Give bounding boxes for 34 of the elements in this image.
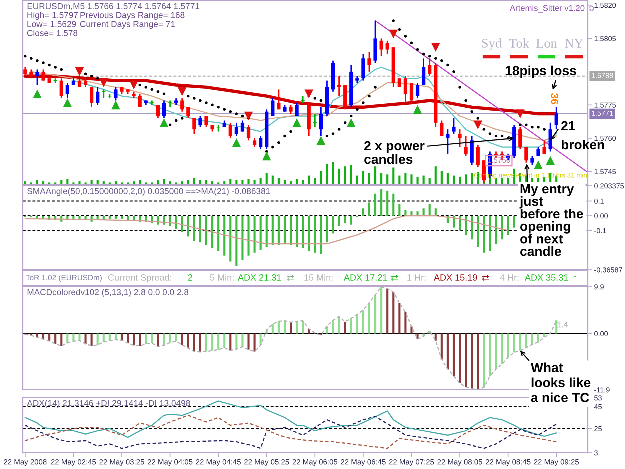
text: ⇄	[287, 274, 294, 282]
chart-title: SMAAngle(50,0.15000000,2,0) 0.035000 ==>MA(21) -0.086381	[28, 188, 270, 196]
category-label: NY	[565, 39, 584, 48]
text: 1 Hr:	[408, 274, 426, 281]
text: ⇄	[391, 274, 398, 282]
category-label: Syd	[482, 38, 502, 51]
annotation: Low= 1.5629	[28, 21, 76, 28]
text: 15 Min:	[304, 274, 333, 281]
annotation: My entry just before the opening of next candle	[520, 184, 584, 256]
text: ADX 17.21	[344, 274, 388, 281]
annotation: 2 x power candles	[364, 141, 425, 164]
text: Current Spread:	[108, 274, 172, 283]
annotation: Close= 1.578	[27, 30, 78, 36]
annotation: Artemis_Sitter v1.20 ☺	[510, 5, 594, 13]
category-label: Lon	[536, 39, 558, 48]
text: ADX 15.19	[434, 274, 478, 281]
annotation: 1.4	[557, 322, 568, 328]
annotation: Current Days Range= 71	[80, 21, 176, 30]
chart-title: MACDcoloredv102 (5,13,1) 2.8 0.0 0.0 2.8	[28, 289, 189, 298]
text: 4 Hr:	[500, 274, 519, 281]
text: ADX 35.31	[525, 274, 568, 281]
text: ↑	[574, 276, 576, 282]
annotation: What looks like a nice TC	[531, 362, 591, 402]
annotation: Previous Days Range= 168	[80, 12, 185, 20]
annotation: High= 1.5797	[28, 12, 78, 20]
category-label: Tok	[509, 38, 530, 48]
text: 5 Min:	[210, 274, 234, 281]
chart-title: ADX(14) 21.3146 +DI 29.1414 -DI 13.0498	[27, 400, 190, 408]
text: ADX 21.31	[238, 274, 282, 281]
chart-title: EURUSDm,M5 1.5766 1.5774 1.5764 1.5771	[28, 3, 200, 10]
annotation: 18pips loss	[506, 66, 576, 78]
text: ⇄	[482, 274, 490, 282]
annotation: 36	[551, 93, 559, 104]
text: 2	[188, 274, 193, 281]
